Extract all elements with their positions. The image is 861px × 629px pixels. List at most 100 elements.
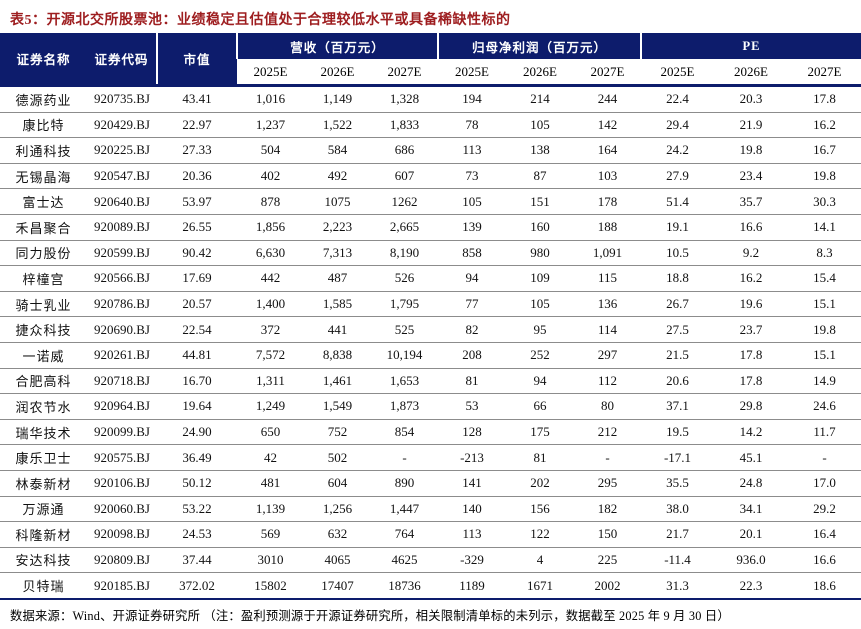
col-header-profit-2027e: 2027E: [574, 59, 641, 87]
value-cell: 1,139: [237, 496, 304, 523]
value-cell: 2002: [574, 572, 641, 600]
value-cell: 51.4: [641, 188, 714, 215]
value-cell: 37.44: [157, 547, 237, 574]
table-row: 利通科技 920225.BJ 27.33 504 584 686 113 138 164 24.2…: [0, 137, 861, 164]
security-code-cell: 920690.BJ: [87, 316, 157, 343]
value-cell: 73: [438, 163, 506, 190]
value-cell: 66: [506, 393, 574, 420]
value-cell: 878: [237, 188, 304, 215]
security-code-cell: 920106.BJ: [87, 470, 157, 497]
value-cell: 441: [304, 316, 371, 343]
value-cell: 29.2: [788, 496, 861, 523]
value-cell: 18.6: [788, 572, 861, 600]
table-row: 德源药业 920735.BJ 43.41 1,016 1,149 1,328 194 214 2…: [0, 85, 861, 113]
col-header-pe-2025e: 2025E: [641, 59, 714, 87]
value-cell: 24.8: [714, 470, 788, 497]
col-header-rev-2027e: 2027E: [371, 59, 438, 87]
value-cell: 7,313: [304, 240, 371, 267]
value-cell: 1,873: [371, 393, 438, 420]
value-cell: 15.1: [788, 342, 861, 369]
value-cell: 1262: [371, 188, 438, 215]
value-cell: 115: [574, 265, 641, 292]
value-cell: -: [574, 444, 641, 471]
value-cell: 34.1: [714, 496, 788, 523]
stock-pool-table: 证券名称 证券代码 市值 营收（百万元） 归母净利润（百万元） PE 2025E…: [0, 33, 861, 600]
value-cell: 35.7: [714, 188, 788, 215]
value-cell: -11.4: [641, 547, 714, 574]
security-code-cell: 920547.BJ: [87, 163, 157, 190]
value-cell: 105: [506, 112, 574, 139]
value-cell: 2,223: [304, 214, 371, 241]
value-cell: 35.5: [641, 470, 714, 497]
security-code-cell: 920185.BJ: [87, 572, 157, 600]
value-cell: 94: [438, 265, 506, 292]
value-cell: 19.6: [714, 291, 788, 318]
value-cell: 1,549: [304, 393, 371, 420]
value-cell: 4625: [371, 547, 438, 574]
group-header-net-profit: 归母净利润（百万元）: [437, 33, 641, 59]
value-cell: 113: [438, 137, 506, 164]
value-cell: 14.2: [714, 419, 788, 446]
value-cell: 16.2: [714, 265, 788, 292]
value-cell: 164: [574, 137, 641, 164]
security-name-cell: 富士达: [0, 188, 87, 215]
value-cell: 11.7: [788, 419, 861, 446]
value-cell: 109: [506, 265, 574, 292]
value-cell: 103: [574, 163, 641, 190]
table-header: 证券名称 证券代码 市值 营收（百万元） 归母净利润（百万元） PE 2025E…: [0, 33, 861, 87]
table-row: 同力股份 920599.BJ 90.42 6,630 7,313 8,190 858 980 1…: [0, 240, 861, 267]
value-cell: 19.8: [714, 137, 788, 164]
value-cell: 17.8: [788, 85, 861, 113]
value-cell: 1671: [506, 572, 574, 600]
security-name-cell: 安达科技: [0, 547, 87, 574]
value-cell: 1,091: [574, 240, 641, 267]
security-name-cell: 捷众科技: [0, 316, 87, 343]
table-row: 康乐卫士 920575.BJ 36.49 42 502- -213 81- -17.1 45.1…: [0, 444, 861, 471]
value-cell: 8.3: [788, 240, 861, 267]
security-code-cell: 920640.BJ: [87, 188, 157, 215]
value-cell: 175: [506, 419, 574, 446]
security-name-cell: 无锡晶海: [0, 163, 87, 190]
value-cell: 142: [574, 112, 641, 139]
value-cell: 94: [506, 368, 574, 395]
value-cell: 17.69: [157, 265, 237, 292]
security-name-cell: 瑞华技术: [0, 419, 87, 446]
value-cell: 14.9: [788, 368, 861, 395]
col-header-profit-2025e: 2025E: [438, 59, 506, 87]
value-cell: 1,149: [304, 85, 371, 113]
value-cell: 632: [304, 521, 371, 548]
security-code-cell: 920735.BJ: [87, 85, 157, 113]
value-cell: 980: [506, 240, 574, 267]
value-cell: 182: [574, 496, 641, 523]
value-cell: 584: [304, 137, 371, 164]
table-row: 瑞华技术 920099.BJ 24.90 650 752 854 128 175 212 19.5…: [0, 419, 861, 446]
table-body: 德源药业 920735.BJ 43.41 1,016 1,149 1,328 194 214 2…: [0, 85, 861, 600]
security-code-cell: 920809.BJ: [87, 547, 157, 574]
header-group-row: 证券名称 证券代码 市值 营收（百万元） 归母净利润（百万元） PE: [0, 33, 861, 87]
col-header-pe-2027e: 2027E: [788, 59, 861, 87]
value-cell: 15.4: [788, 265, 861, 292]
value-cell: 1,400: [237, 291, 304, 318]
value-cell: 10,194: [371, 342, 438, 369]
value-cell: 1,237: [237, 112, 304, 139]
value-cell: 16.4: [788, 521, 861, 548]
value-cell: 26.55: [157, 214, 237, 241]
value-cell: 504: [237, 137, 304, 164]
value-cell: 1,447: [371, 496, 438, 523]
value-cell: 30.3: [788, 188, 861, 215]
value-cell: -: [371, 444, 438, 471]
value-cell: 50.12: [157, 470, 237, 497]
security-name-cell: 同力股份: [0, 240, 87, 267]
value-cell: 139: [438, 214, 506, 241]
value-cell: 53.22: [157, 496, 237, 523]
value-cell: 4065: [304, 547, 371, 574]
table-row: 一诺威 920261.BJ 44.81 7,572 8,838 10,194 208 252 2…: [0, 342, 861, 369]
value-cell: 6,630: [237, 240, 304, 267]
security-code-cell: 920429.BJ: [87, 112, 157, 139]
value-cell: 8,838: [304, 342, 371, 369]
value-cell: 17.8: [714, 342, 788, 369]
value-cell: 1075: [304, 188, 371, 215]
value-cell: 14.1: [788, 214, 861, 241]
security-code-cell: 920261.BJ: [87, 342, 157, 369]
value-cell: 16.6: [788, 547, 861, 574]
